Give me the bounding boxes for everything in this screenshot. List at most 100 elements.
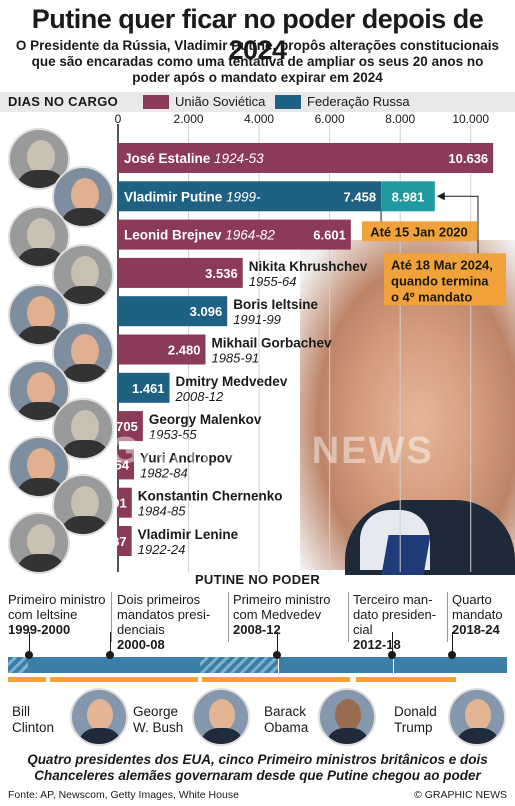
timeline-marker-line	[452, 632, 453, 654]
timeline-period-5: Quarto mandato 2018-24	[452, 592, 512, 637]
bar-name-label: José Estaline 1924-53	[124, 151, 264, 166]
timeline-period-5-years: 2018-24	[452, 622, 500, 637]
timeline-title: PUTINE NO PODER	[194, 572, 321, 587]
trump-term-bar	[356, 677, 456, 682]
bar-name-label: Nikita Khrushchev	[249, 259, 368, 274]
x-tick-label: 10.000	[452, 112, 489, 126]
bar-name-label: Konstantin Chernenko	[138, 489, 283, 504]
president-name-trump: Donald Trump	[394, 704, 437, 735]
timeline-segment-fourth-term	[393, 657, 507, 673]
bar-name-label: Yuri Andropov	[140, 450, 233, 465]
data-label-extension: 8.981	[392, 189, 425, 204]
annotation-arrow	[436, 192, 445, 201]
timeline-marker-line	[277, 632, 278, 654]
portrait-stalin	[8, 128, 70, 190]
publisher-credit: © GRAPHIC NEWS	[414, 789, 507, 801]
president-name-bush: George W. Bush	[133, 704, 184, 735]
timeline-separator	[111, 592, 112, 642]
bar-name-label: Mikhail Gorbachev	[211, 336, 332, 351]
axis-header-band	[0, 92, 515, 112]
timeline-marker	[106, 651, 114, 659]
bar-years-label: 1955-64	[249, 274, 297, 289]
portrait-andropov	[8, 436, 70, 498]
bar-name-label: Dmitry Medvedev	[176, 374, 288, 389]
timeline-period-3-years: 2008-12	[233, 622, 281, 637]
source-credit: Fonte: AP, Newscom, Getty Images, White …	[8, 789, 239, 801]
bar-name-label: Vladimir Lenine	[138, 527, 239, 542]
timeline-period-5-text: Quarto mandato	[452, 592, 503, 622]
bar-brejnev	[118, 219, 351, 250]
timeline-separator	[447, 592, 448, 642]
x-axis-label: Dias no cargo	[8, 94, 119, 109]
bush-term-bar	[50, 677, 198, 682]
bar-gorbachev	[118, 334, 206, 365]
annotation-text: Até 18 Mar 2024, quando termina o 4º manda…	[391, 257, 493, 304]
portrait-gorbachev	[52, 322, 114, 384]
legend-item-russia: Federação Russa	[275, 94, 410, 109]
bar-malenkov	[118, 411, 143, 442]
clinton-term-bar	[8, 677, 46, 682]
bar-chernenko	[118, 487, 132, 518]
president-photo-clinton	[70, 688, 128, 746]
timeline-marker	[25, 651, 33, 659]
annotation-box	[384, 253, 506, 306]
timeline-marker-line	[29, 632, 30, 654]
bar-chart: 0 2.000 4.000 6.000 8.000 10.000 10.636 José Es…	[105, 112, 506, 572]
bar-name-label: Georgy Malenkov	[149, 412, 262, 427]
timeline-period-1-text: Primeiro ministro com Ieltsine	[8, 592, 106, 622]
bar-name-label: Boris Ieltsine	[233, 297, 318, 312]
data-label: 6.601	[313, 228, 346, 243]
page-title: Putine quer ficar no poder depois de 202…	[31, 4, 484, 65]
president-name-clinton: Bill Clinton	[12, 704, 55, 735]
bar-khrushchev	[118, 257, 243, 288]
timeline-separator	[348, 592, 349, 642]
timeline-period-4-text: Terceiro man-dato presiden-cial	[353, 592, 437, 637]
data-label: 387	[105, 534, 127, 549]
legend-item-soviet: União Soviética	[143, 94, 265, 109]
bar-years-label: 1984-85	[138, 504, 186, 519]
watermark: GRAPHIC NEWS	[110, 430, 434, 472]
bar-lenine	[118, 526, 132, 556]
timeline-marker	[388, 651, 396, 659]
data-label: 10.636	[448, 151, 488, 166]
legend-swatch-russia	[275, 94, 301, 109]
x-tick-label: 2.000	[174, 112, 204, 126]
timeline-period-2-years: 2000-08	[117, 637, 165, 652]
timeline-marker-line	[110, 632, 111, 654]
x-tick-label: 0	[115, 112, 122, 126]
data-label: 7.458	[344, 189, 377, 204]
timeline-segment-first-terms	[28, 657, 200, 673]
legend-label-soviet: União Soviética	[175, 94, 266, 109]
timeline-period-2: Dois primeiros mandatos presi-denciais 2…	[117, 592, 227, 652]
page-subtitle: O Presidente da Rússia, Vladimir Putine,…	[15, 38, 500, 85]
bar-years-label: 2008-12	[175, 389, 224, 404]
bar-years-label: 1985-91	[211, 351, 259, 366]
president-photo-obama	[318, 688, 376, 746]
data-label: 1.461	[132, 381, 165, 396]
bar-years-label: 1991-99	[233, 312, 281, 327]
data-label: 705	[116, 419, 138, 434]
timeline-period-4-years: 2012-18	[353, 637, 401, 652]
annotation-leader	[442, 195, 479, 256]
timeline-segment-third-term	[278, 657, 393, 673]
timeline-period-1-years: 1999-2000	[8, 622, 71, 637]
bar-years-label: 1982-84	[140, 465, 188, 480]
bar-name-label: Vladimir Putine 1999-	[124, 189, 261, 204]
portrait-brezhnev	[8, 206, 70, 268]
data-label: 3.536	[205, 266, 238, 281]
timeline-period-1: Primeiro ministro com Ieltsine 1999-2000	[8, 592, 108, 637]
caption: Quatro presidentes dos EUA, cinco Primei…	[27, 752, 488, 783]
president-photo-bush	[192, 688, 250, 746]
bar-ieltsine	[118, 296, 228, 327]
x-tick-label: 8.000	[385, 112, 415, 126]
x-tick-label: 4.000	[244, 112, 274, 126]
obama-term-bar	[202, 677, 350, 682]
bar-years-label: 1922-24	[138, 542, 186, 557]
annotation-text: Até 15 Jan 2020	[370, 224, 468, 239]
timeline-period-4: Terceiro man-dato presiden-cial 2012-18	[353, 592, 445, 652]
portrait-lenin	[8, 512, 70, 574]
president-name-obama: Barack Obama	[264, 704, 309, 735]
bar-name-label: Leonid Brejnev 1964-82	[124, 228, 275, 243]
bar-years-label: 1953-55	[149, 427, 197, 442]
